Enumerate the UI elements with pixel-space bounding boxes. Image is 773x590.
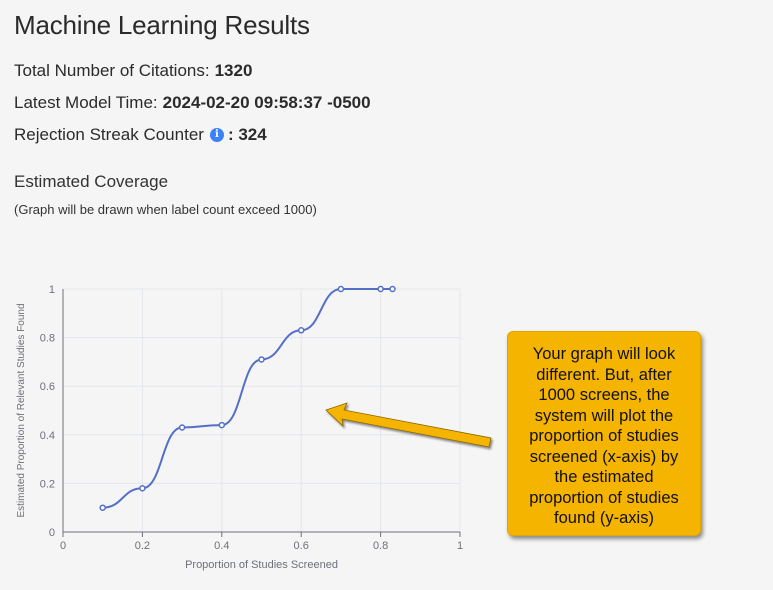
x-axis-label: Proportion of Studies Screened [185, 559, 338, 571]
x-tick-label: 1 [457, 540, 463, 552]
y-tick-label: 0.4 [40, 430, 55, 442]
data-point [99, 504, 106, 511]
data-point [337, 285, 345, 293]
model-time-label: Latest Model Time: [14, 93, 158, 112]
series-line [102, 288, 393, 509]
rejection-streak-value: : 324 [227, 125, 267, 144]
x-tick-label: 0.8 [373, 540, 388, 552]
data-point [297, 327, 305, 334]
citations-label: Total Number of Citations: [14, 61, 210, 80]
y-tick-label: 0.2 [40, 478, 55, 490]
y-tick-label: 0.6 [40, 381, 55, 393]
x-tick-label: 0 [60, 540, 66, 552]
y-tick-label: 0.8 [40, 333, 55, 345]
data-point [377, 285, 384, 293]
info-icon[interactable]: i [209, 128, 224, 142]
model-time-stat: Latest Model Time: 2024-02-20 09:58:37 -… [14, 93, 371, 113]
y-tick-label: 0 [49, 527, 55, 539]
x-tick-label: 0.4 [214, 540, 229, 552]
x-tick-label: 0.2 [135, 540, 150, 552]
x-tick-label: 0.6 [294, 540, 309, 552]
page-title: Machine Learning Results [14, 10, 310, 40]
data-point [218, 421, 226, 429]
model-time-value: 2024-02-20 09:58:37 -0500 [162, 93, 371, 112]
coverage-title: Estimated Coverage [14, 172, 169, 191]
data-point [178, 424, 186, 431]
data-point [389, 285, 396, 293]
data-point [139, 485, 146, 492]
coverage-note: (Graph will be drawn when label count ex… [14, 202, 317, 217]
citations-value: 1320 [214, 61, 253, 80]
rejection-streak-label: Rejection Streak Counter [14, 125, 204, 144]
rejection-streak-stat: Rejection Streak Counter i : 324 [14, 125, 267, 145]
y-tick-label: 1 [49, 284, 55, 296]
callout-box: Your graph will look different. But, aft… [507, 331, 701, 536]
citations-stat: Total Number of Citations: 1320 [14, 61, 252, 81]
y-axis-label: Estimated Proportion of Relevant Studies… [16, 303, 27, 517]
data-point [258, 356, 265, 363]
coverage-chart: 0 0.2 0.4 0.6 0.8 1 0 0.2 0.4 0.6 0.8 1 Proportion o… [16, 284, 463, 571]
